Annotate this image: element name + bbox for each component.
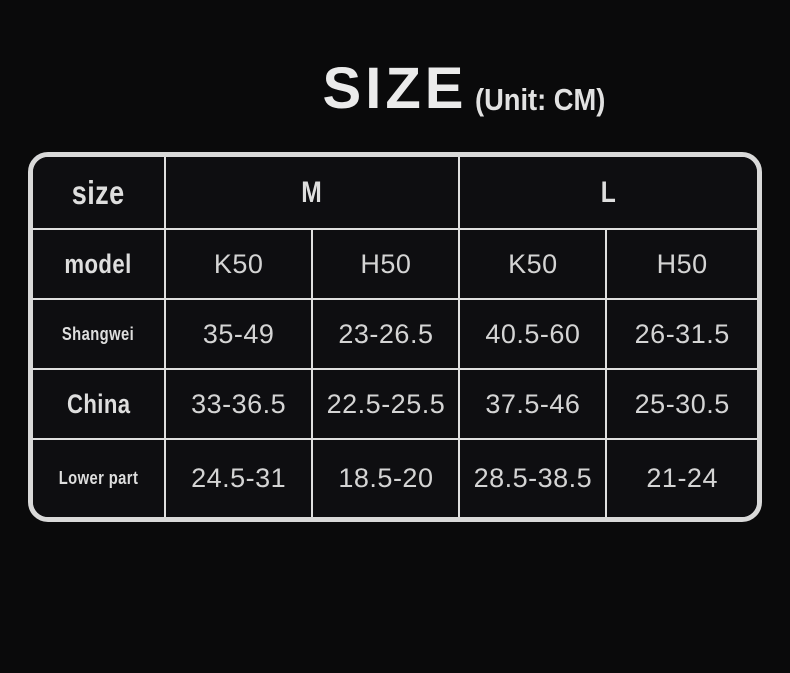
model-value: H50 (360, 248, 412, 279)
model-row-label: model (64, 248, 133, 279)
cell-value: 28.5-38.5 (473, 463, 593, 493)
cell-value: 18.5-20 (338, 463, 434, 493)
model-value: K50 (213, 248, 264, 279)
model-cell: K50 (458, 228, 608, 300)
size-table: size M L model K50 (33, 157, 757, 517)
table-header-row: size M L (33, 157, 757, 230)
value-cell: 33-36.5 (163, 368, 314, 440)
size-group-m-cell: M (163, 157, 461, 230)
value-cell: 26-31.5 (605, 298, 757, 370)
model-row: model K50 H50 K50 H50 (33, 228, 757, 300)
cell-value: 24.5-31 (191, 463, 287, 493)
corner-cell: size (33, 157, 166, 230)
cell-value: 22.5-25.5 (326, 388, 446, 419)
value-cell: 25-30.5 (605, 368, 757, 440)
title-row: SIZE (Unit: CM) (0, 56, 790, 122)
unit-label: (Unit: CM) (475, 82, 606, 117)
cell-value: 23-26.5 (338, 318, 434, 349)
model-row-label-cell: model (33, 228, 166, 300)
size-group-l-label: L (600, 175, 617, 209)
value-cell: 35-49 (163, 298, 314, 370)
value-cell: 40.5-60 (458, 298, 608, 370)
row-label: Shangwei (62, 323, 135, 344)
row-label-cell: China (33, 368, 166, 440)
row-label-cell: Shangwei (33, 298, 166, 370)
cell-value: 37.5-46 (485, 388, 581, 419)
size-table-container: size M L model K50 (28, 152, 762, 522)
row-label: Lower part (58, 468, 139, 488)
value-cell: 22.5-25.5 (311, 368, 461, 440)
cell-value: 33-36.5 (191, 388, 287, 419)
page-title: SIZE (322, 56, 468, 121)
model-value: H50 (656, 248, 708, 279)
table-row-china: China 33-36.5 22.5-25.5 37.5-46 25-30.5 (33, 368, 757, 440)
value-cell: 24.5-31 (163, 438, 314, 517)
value-cell: 28.5-38.5 (458, 438, 608, 517)
size-group-m-label: M (301, 175, 323, 209)
table-row-lower-part: Lower part 24.5-31 18.5-20 28.5-38.5 21-… (33, 438, 757, 517)
cell-value: 26-31.5 (634, 318, 730, 349)
cell-value: 25-30.5 (634, 388, 730, 419)
corner-cell-label: size (71, 173, 125, 211)
cell-value: 21-24 (646, 463, 718, 493)
value-cell: 37.5-46 (458, 368, 608, 440)
model-cell: H50 (605, 228, 757, 300)
value-cell: 23-26.5 (311, 298, 461, 370)
row-label-cell: Lower part (33, 438, 166, 517)
model-cell: K50 (163, 228, 314, 300)
size-chart-page: SIZE (Unit: CM) size M (0, 56, 790, 522)
cell-value: 40.5-60 (485, 318, 581, 349)
table-row-shangwei: Shangwei 35-49 23-26.5 40.5-60 26-31.5 (33, 298, 757, 370)
row-label: China (66, 388, 131, 419)
value-cell: 18.5-20 (311, 438, 461, 517)
size-group-l-cell: L (458, 157, 757, 230)
model-cell: H50 (311, 228, 461, 300)
value-cell: 21-24 (605, 438, 757, 517)
model-value: K50 (508, 248, 558, 279)
cell-value: 35-49 (202, 318, 275, 349)
